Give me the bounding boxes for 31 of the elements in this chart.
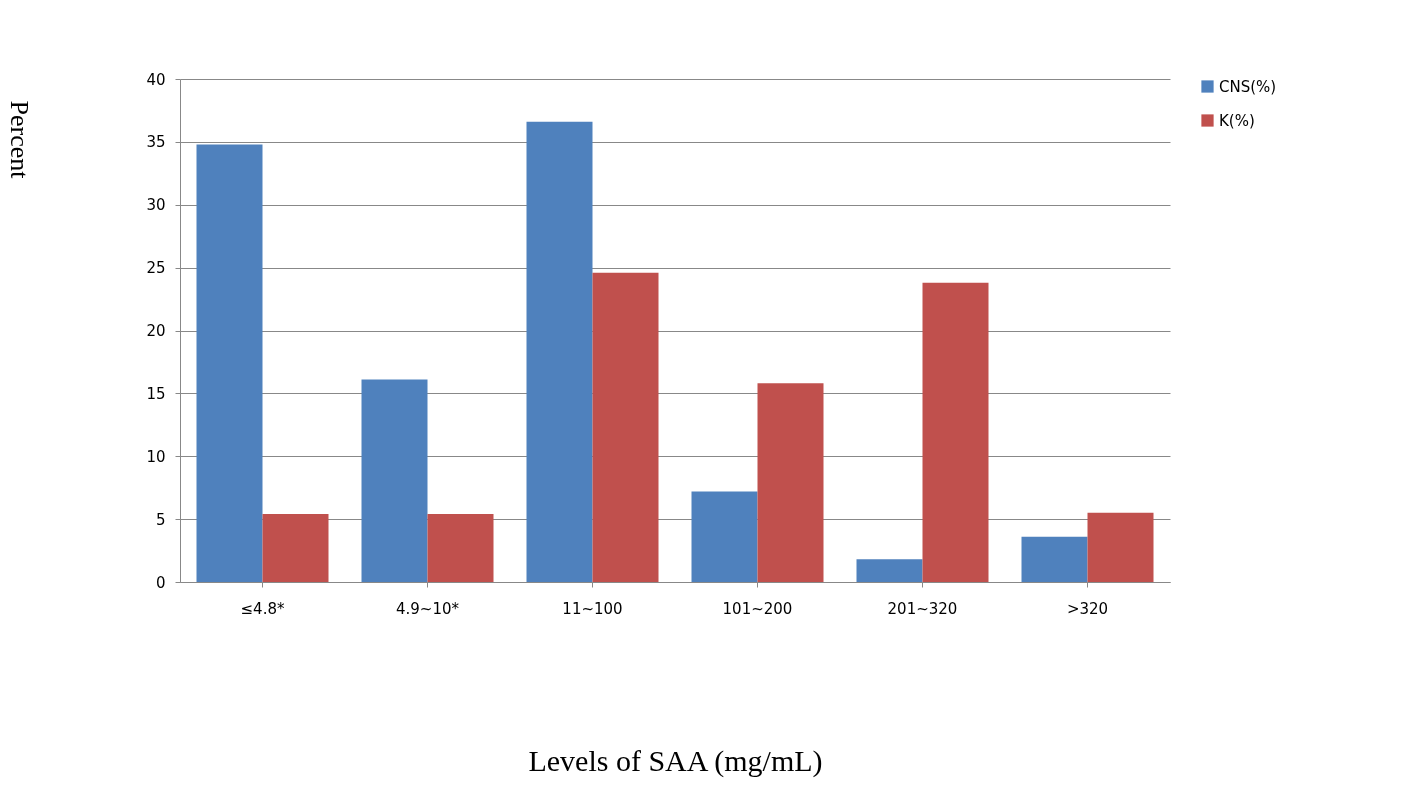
legend-label: CNS(%) — [1219, 77, 1277, 96]
bar — [757, 383, 824, 582]
x-axis-title: Levels of SAA (mg/mL) — [528, 743, 823, 778]
x-tick-label: 11~100 — [562, 599, 623, 618]
bar — [1021, 536, 1088, 582]
y-tick-label: 25 — [146, 259, 166, 278]
y-tick-label: 15 — [146, 384, 166, 403]
bar — [691, 491, 758, 582]
x-tick-label: >320 — [1066, 599, 1109, 618]
bar — [262, 514, 329, 582]
bar — [922, 282, 989, 582]
y-tick-label: 5 — [155, 510, 166, 529]
legend-label: K(%) — [1219, 111, 1255, 130]
y-axis-title: Percent — [4, 100, 34, 180]
bar — [592, 272, 659, 582]
bar — [427, 514, 494, 582]
bar — [1087, 512, 1154, 582]
bar — [526, 121, 593, 582]
x-tick-label: 201~320 — [887, 599, 958, 618]
y-tick-label: 20 — [146, 322, 166, 340]
y-tick-label: 0 — [155, 573, 166, 592]
x-tick-label: ≤4.8* — [240, 599, 285, 618]
y-tick-label: 30 — [146, 196, 166, 215]
y-tick-label: 35 — [146, 133, 166, 152]
y-tick-label: 40 — [146, 70, 166, 89]
bar — [361, 379, 428, 582]
bar — [196, 144, 263, 582]
y-tick-label: 10 — [146, 447, 166, 466]
x-tick-label: 4.9~10* — [395, 599, 460, 618]
bar — [856, 559, 923, 582]
x-tick-label: 101~200 — [722, 599, 793, 618]
